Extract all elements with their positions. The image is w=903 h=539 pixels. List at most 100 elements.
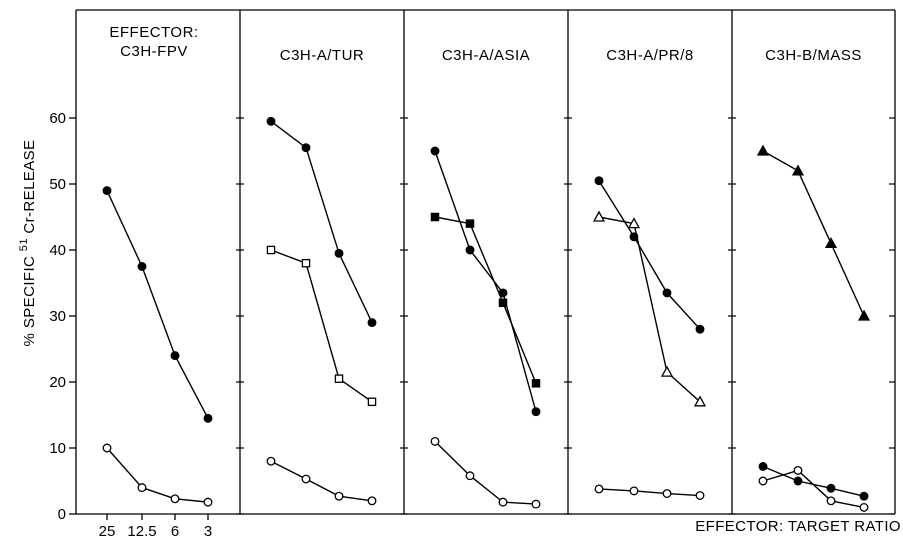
data-point-open-triangle: [592, 210, 606, 222]
series-line: [270, 120, 373, 323]
series-open-square: [266, 245, 377, 407]
x-tick-label: 12.5: [127, 523, 156, 539]
data-point-filled-circle: [826, 483, 836, 493]
x-tick-label: 6: [171, 523, 179, 539]
series-filled-circle: [266, 116, 377, 328]
series-open-circle: [758, 465, 869, 512]
series-open-triangle: [592, 210, 707, 407]
data-point-open-circle: [498, 497, 508, 507]
data-point-open-circle: [367, 496, 377, 506]
data-point-filled-circle: [430, 146, 440, 156]
panel-4: [592, 176, 707, 500]
data-point-filled-square: [531, 379, 541, 388]
x-axis-title: EFFECTOR: TARGET RATIO: [695, 518, 901, 535]
series-open-circle: [430, 436, 541, 509]
data-point-open-circle: [137, 483, 147, 493]
series-line: [106, 190, 209, 419]
panel-1: [102, 186, 213, 507]
data-point-filled-circle: [859, 491, 869, 501]
panel-title: C3H-A/ASIA: [442, 47, 530, 64]
data-point-filled-circle: [793, 476, 803, 486]
x-axis: 25 12.5 6 3: [99, 514, 212, 539]
chart-frame: [75, 9, 896, 515]
x-tick-label: 25: [99, 523, 116, 539]
panel-title: C3H-B/MASS: [765, 47, 862, 64]
y-tick-label: 60: [49, 110, 66, 127]
y-axis-title-suffix: Cr-RELEASE: [21, 140, 38, 239]
series-open-circle: [102, 443, 213, 507]
data-point-open-circle: [430, 436, 440, 446]
series-line: [434, 216, 537, 384]
series-filled-square: [430, 212, 541, 388]
series-line: [270, 460, 373, 502]
data-point-filled-triangle: [824, 237, 838, 249]
data-point-filled-circle: [531, 407, 541, 417]
data-point-open-circle: [170, 494, 180, 504]
data-point-filled-circle: [203, 413, 213, 423]
series-filled-circle: [594, 176, 705, 334]
data-point-filled-circle: [662, 288, 672, 298]
y-tick-label: 40: [49, 242, 66, 259]
series-open-circle: [266, 456, 377, 506]
data-point-filled-triangle: [857, 309, 871, 321]
data-point-open-square: [266, 245, 276, 255]
series-line: [598, 216, 701, 403]
panel-title: C3H-FPV: [120, 43, 188, 60]
series-filled-circle: [758, 462, 869, 501]
data-point-open-circle: [859, 502, 869, 512]
data-point-open-square: [301, 258, 311, 268]
panel-titles: EFFECTOR: C3H-FPV C3H-A/TUR C3H-A/ASIA C3H-A…: [109, 24, 861, 64]
y-tick-label: 20: [49, 374, 66, 391]
data-point-open-circle: [102, 443, 112, 453]
y-axis-title-superscript: 51: [18, 238, 30, 251]
data-point-open-circle: [662, 489, 672, 498]
series-line: [434, 150, 537, 412]
data-point-open-circle: [301, 474, 311, 484]
data-point-open-square: [334, 374, 344, 383]
data-point-filled-circle: [102, 186, 112, 196]
data-point-filled-circle: [334, 248, 344, 258]
panel-2: [266, 116, 377, 506]
data-point-open-triangle: [693, 395, 707, 407]
series-line: [762, 150, 865, 317]
panel-5: [756, 144, 871, 512]
panel-title: C3H-A/PR/8: [606, 47, 694, 64]
data-point-filled-circle: [594, 176, 604, 186]
data-point-open-circle: [695, 491, 705, 500]
data-point-open-circle: [594, 484, 604, 494]
y-axis-title-prefix: % SPECIFIC: [21, 251, 38, 346]
data-point-filled-triangle: [756, 144, 770, 156]
series-line: [598, 488, 701, 497]
series-line: [762, 469, 865, 509]
data-point-filled-circle: [695, 324, 705, 334]
data-point-filled-square: [430, 212, 440, 222]
y-tick-label: 30: [49, 308, 66, 325]
data-point-filled-square: [465, 219, 475, 228]
data-point-filled-circle: [266, 116, 276, 126]
series-line: [106, 447, 209, 503]
panel-title: EFFECTOR:: [109, 24, 198, 41]
series-line: [762, 465, 865, 497]
series-line: [270, 249, 373, 403]
panel-3: [430, 146, 541, 509]
y-tick-label: 10: [49, 440, 66, 457]
data-point-open-square: [367, 397, 377, 407]
series-filled-circle: [102, 186, 213, 423]
data-point-open-circle: [758, 476, 768, 486]
data-point-open-circle: [465, 471, 475, 481]
data-point-open-circle: [793, 465, 803, 475]
data-point-filled-circle: [758, 462, 768, 471]
data-point-filled-circle: [301, 143, 311, 153]
series-filled-triangle: [756, 144, 871, 321]
panel-title: C3H-A/TUR: [280, 47, 365, 64]
data-point-filled-triangle: [791, 164, 805, 176]
data-point-open-circle: [629, 486, 639, 496]
series-line: [434, 440, 537, 505]
data-point-open-triangle: [660, 365, 674, 377]
y-axis: 0 10 20 30 40 50 60: [49, 110, 895, 523]
series-open-circle: [594, 484, 705, 500]
y-tick-label: 50: [49, 176, 66, 193]
data-point-open-circle: [826, 496, 836, 506]
data-point-open-circle: [531, 499, 541, 509]
